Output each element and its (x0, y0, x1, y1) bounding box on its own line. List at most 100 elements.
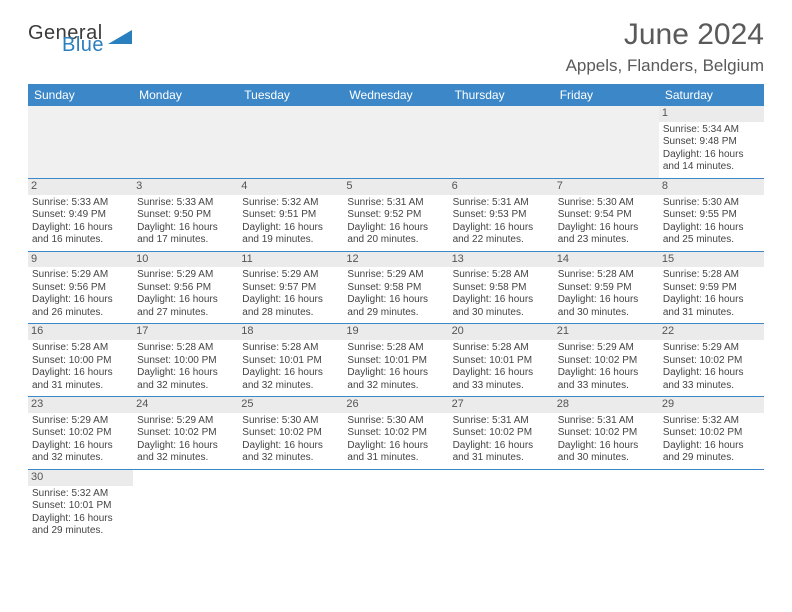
col-wednesday: Wednesday (343, 84, 448, 106)
day-info: and 30 minutes. (558, 452, 655, 465)
day-number: 29 (659, 397, 764, 413)
day-info: and 31 minutes. (32, 380, 129, 393)
calendar-cell: 2Sunrise: 5:33 AMSunset: 9:49 PMDaylight… (28, 178, 133, 251)
day-info: Daylight: 16 hours (558, 440, 655, 453)
day-info: Sunset: 9:54 PM (558, 209, 655, 222)
day-info: and 17 minutes. (137, 234, 234, 247)
day-number: 22 (659, 324, 764, 340)
day-info: and 29 minutes. (663, 452, 760, 465)
day-info: and 32 minutes. (32, 452, 129, 465)
calendar-row: 30Sunrise: 5:32 AMSunset: 10:01 PMDaylig… (28, 469, 764, 543)
header: General Blue June 2024 Appels, Flanders,… (28, 18, 764, 76)
day-info: Sunset: 9:53 PM (453, 209, 550, 222)
day-info: Sunset: 9:58 PM (347, 282, 444, 295)
day-info: Daylight: 16 hours (137, 440, 234, 453)
day-info: Sunset: 9:56 PM (32, 282, 129, 295)
calendar-cell (659, 469, 764, 543)
day-info: Daylight: 16 hours (453, 222, 550, 235)
day-number: 27 (449, 397, 554, 413)
day-info: and 30 minutes. (558, 307, 655, 320)
logo-triangle-icon (108, 28, 134, 51)
day-info: and 14 minutes. (663, 161, 760, 174)
day-number: 17 (133, 324, 238, 340)
day-info: Sunrise: 5:32 AM (663, 415, 760, 428)
day-info: Sunset: 10:02 PM (347, 427, 444, 440)
day-number: 20 (449, 324, 554, 340)
day-info: Daylight: 16 hours (558, 367, 655, 380)
calendar-cell: 1Sunrise: 5:34 AMSunset: 9:48 PMDaylight… (659, 106, 764, 178)
day-info: and 33 minutes. (453, 380, 550, 393)
day-info: Sunset: 9:59 PM (558, 282, 655, 295)
day-info: Sunrise: 5:30 AM (242, 415, 339, 428)
day-info: Daylight: 16 hours (32, 222, 129, 235)
day-number: 7 (554, 179, 659, 195)
calendar-cell: 13Sunrise: 5:28 AMSunset: 9:58 PMDayligh… (449, 251, 554, 324)
day-number: 21 (554, 324, 659, 340)
calendar-cell: 8Sunrise: 5:30 AMSunset: 9:55 PMDaylight… (659, 178, 764, 251)
calendar-cell: 17Sunrise: 5:28 AMSunset: 10:00 PMDaylig… (133, 324, 238, 397)
day-info: Daylight: 16 hours (347, 440, 444, 453)
calendar-cell (238, 106, 343, 178)
day-info: Sunset: 10:02 PM (558, 427, 655, 440)
day-info: and 20 minutes. (347, 234, 444, 247)
day-number: 30 (28, 470, 133, 486)
day-number: 19 (343, 324, 448, 340)
day-info: Daylight: 16 hours (663, 222, 760, 235)
day-info: Daylight: 16 hours (453, 367, 550, 380)
day-info: and 19 minutes. (242, 234, 339, 247)
day-info: Sunrise: 5:28 AM (242, 342, 339, 355)
day-info: and 28 minutes. (242, 307, 339, 320)
day-number: 5 (343, 179, 448, 195)
day-number: 26 (343, 397, 448, 413)
day-info: Sunrise: 5:32 AM (242, 197, 339, 210)
day-info: Daylight: 16 hours (663, 367, 760, 380)
day-info: and 29 minutes. (347, 307, 444, 320)
day-info: Sunset: 10:00 PM (32, 355, 129, 368)
day-info: Daylight: 16 hours (347, 367, 444, 380)
day-number: 18 (238, 324, 343, 340)
col-sunday: Sunday (28, 84, 133, 106)
day-number: 25 (238, 397, 343, 413)
day-number: 4 (238, 179, 343, 195)
day-info: Sunset: 10:02 PM (663, 427, 760, 440)
day-info: Sunset: 10:02 PM (663, 355, 760, 368)
day-info: and 32 minutes. (137, 452, 234, 465)
day-number: 23 (28, 397, 133, 413)
day-number: 2 (28, 179, 133, 195)
day-info: and 31 minutes. (347, 452, 444, 465)
day-info: Sunrise: 5:31 AM (453, 415, 550, 428)
calendar-header-row: Sunday Monday Tuesday Wednesday Thursday… (28, 84, 764, 106)
day-info: Daylight: 16 hours (558, 222, 655, 235)
calendar-cell (133, 469, 238, 543)
day-info: Sunset: 10:01 PM (347, 355, 444, 368)
calendar-cell (449, 469, 554, 543)
location: Appels, Flanders, Belgium (566, 56, 764, 76)
day-info: and 32 minutes. (347, 380, 444, 393)
day-info: and 32 minutes. (242, 380, 339, 393)
calendar-cell: 4Sunrise: 5:32 AMSunset: 9:51 PMDaylight… (238, 178, 343, 251)
day-info: Daylight: 16 hours (242, 367, 339, 380)
day-info: Daylight: 16 hours (137, 222, 234, 235)
day-info: Sunrise: 5:30 AM (347, 415, 444, 428)
day-number: 10 (133, 252, 238, 268)
calendar-cell: 9Sunrise: 5:29 AMSunset: 9:56 PMDaylight… (28, 251, 133, 324)
calendar-cell (238, 469, 343, 543)
calendar-cell: 5Sunrise: 5:31 AMSunset: 9:52 PMDaylight… (343, 178, 448, 251)
day-info: Sunrise: 5:29 AM (137, 269, 234, 282)
calendar-cell: 16Sunrise: 5:28 AMSunset: 10:00 PMDaylig… (28, 324, 133, 397)
day-info: Sunset: 9:55 PM (663, 209, 760, 222)
day-info: Sunrise: 5:28 AM (347, 342, 444, 355)
day-info: Sunset: 9:50 PM (137, 209, 234, 222)
day-number: 9 (28, 252, 133, 268)
calendar-cell: 15Sunrise: 5:28 AMSunset: 9:59 PMDayligh… (659, 251, 764, 324)
day-info: Daylight: 16 hours (663, 440, 760, 453)
calendar-row: 23Sunrise: 5:29 AMSunset: 10:02 PMDaylig… (28, 397, 764, 470)
day-info: Sunrise: 5:29 AM (32, 269, 129, 282)
day-info: Sunrise: 5:29 AM (558, 342, 655, 355)
day-info: Daylight: 16 hours (32, 513, 129, 526)
calendar-table: Sunday Monday Tuesday Wednesday Thursday… (28, 84, 764, 543)
day-info: Sunset: 10:00 PM (137, 355, 234, 368)
day-number: 1 (659, 106, 764, 122)
day-info: Sunrise: 5:28 AM (453, 342, 550, 355)
day-info: Sunset: 9:59 PM (663, 282, 760, 295)
